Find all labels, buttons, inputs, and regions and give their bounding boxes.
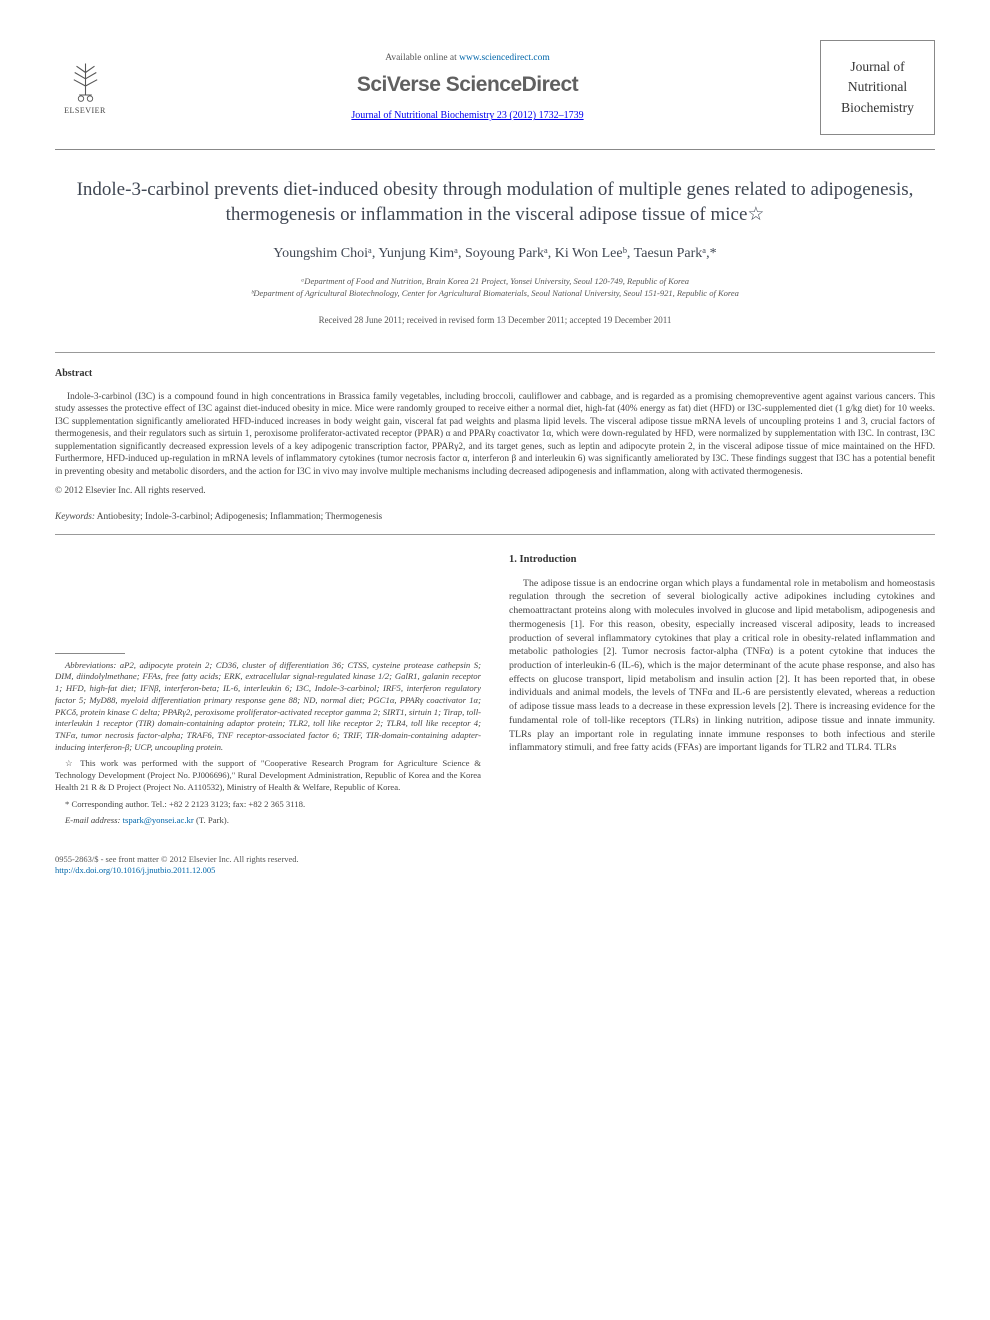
keywords: Keywords: Antiobesity; Indole-3-carbinol… <box>55 511 935 524</box>
two-column-body: Abbreviations: aP2, adipocyte protein 2;… <box>55 553 935 833</box>
affiliations: ᵃDepartment of Food and Nutrition, Brain… <box>55 276 935 300</box>
introduction-body: The adipose tissue is an endocrine organ… <box>509 577 935 755</box>
issn-line: 0955-2863/$ - see front matter © 2012 El… <box>55 854 935 865</box>
journal-line-1: Journal of <box>825 58 930 76</box>
funding-footnote: ☆ This work was performed with the suppo… <box>55 758 481 793</box>
elsevier-tree-icon <box>63 59 108 104</box>
abstract-body: Indole-3-carbinol (I3C) is a compound fo… <box>55 391 935 479</box>
email-footnote: E-mail address: tspark@yonsei.ac.kr (T. … <box>55 815 481 827</box>
platform-logo: SciVerse ScienceDirect <box>115 71 820 99</box>
abstract-heading: Abstract <box>55 367 935 381</box>
footnotes: Abbreviations: aP2, adipocyte protein 2;… <box>55 660 481 828</box>
abbreviations-footnote: Abbreviations: aP2, adipocyte protein 2;… <box>55 660 481 754</box>
abstract-top-rule <box>55 352 935 353</box>
article-title: Indole-3-carbinol prevents diet-induced … <box>55 178 935 227</box>
abstract-bottom-rule <box>55 534 935 535</box>
page-footer: 0955-2863/$ - see front matter © 2012 El… <box>55 854 935 876</box>
keywords-label: Keywords: <box>55 512 95 522</box>
publisher-logo: ELSEVIER <box>55 55 115 120</box>
publisher-name: ELSEVIER <box>64 106 106 117</box>
doi-link[interactable]: http://dx.doi.org/10.1016/j.jnutbio.2011… <box>55 865 215 875</box>
right-column: 1. Introduction The adipose tissue is an… <box>509 553 935 833</box>
header-rule <box>55 149 935 150</box>
journal-line-2: Nutritional <box>825 78 930 96</box>
introduction-heading: 1. Introduction <box>509 553 935 567</box>
affiliation-a: ᵃDepartment of Food and Nutrition, Brain… <box>55 276 935 288</box>
affiliation-b: ᵇDepartment of Agricultural Biotechnolog… <box>55 288 935 300</box>
journal-reference[interactable]: Journal of Nutritional Biochemistry 23 (… <box>115 109 820 123</box>
footnote-rule <box>55 653 125 654</box>
sciencedirect-link[interactable]: www.sciencedirect.com <box>459 53 550 63</box>
authors-list: Youngshim Choiᵃ, Yunjung Kimᵃ, Soyoung P… <box>55 245 935 264</box>
article-dates: Received 28 June 2011; received in revis… <box>55 314 935 326</box>
journal-title-box: Journal of Nutritional Biochemistry <box>820 40 935 135</box>
abstract-copyright: © 2012 Elsevier Inc. All rights reserved… <box>55 485 935 498</box>
header-center: Available online at www.sciencedirect.co… <box>115 52 820 123</box>
page-header: ELSEVIER Available online at www.science… <box>55 40 935 143</box>
keywords-list: Antiobesity; Indole-3-carbinol; Adipogen… <box>97 512 382 522</box>
corresponding-email-link[interactable]: tspark@yonsei.ac.kr <box>123 815 194 825</box>
corresponding-footnote: * Corresponding author. Tel.: +82 2 2123… <box>55 799 481 811</box>
left-column: Abbreviations: aP2, adipocyte protein 2;… <box>55 553 481 833</box>
available-online: Available online at www.sciencedirect.co… <box>115 52 820 65</box>
journal-line-3: Biochemistry <box>825 99 930 117</box>
